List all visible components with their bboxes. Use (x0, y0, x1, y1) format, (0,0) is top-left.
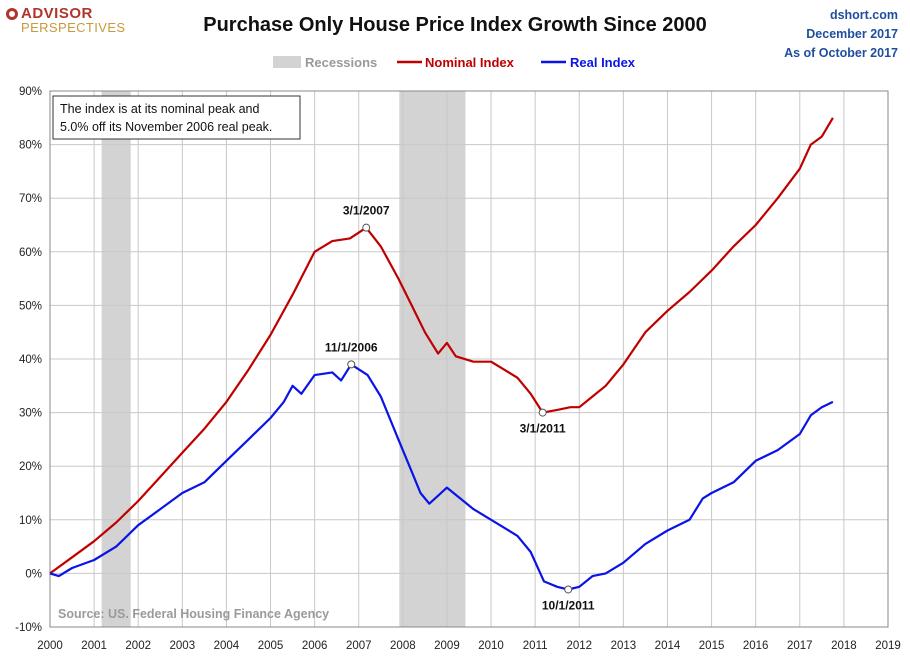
x-tick-label: 2000 (37, 640, 63, 652)
y-tick-label: 30% (19, 408, 42, 420)
corner-info: dshort.com December 2017 As of October 2… (784, 6, 898, 63)
x-tick-label: 2012 (566, 640, 592, 652)
annotation-label: 10/1/2011 (542, 598, 595, 612)
annotation-marker (564, 585, 573, 594)
annotation-label: 11/1/2006 (325, 340, 378, 354)
note-line: The index is at its nominal peak and (60, 102, 259, 116)
corner-site: dshort.com (829, 8, 898, 22)
x-tick-label: 2005 (258, 640, 284, 652)
x-tick-label: 2009 (434, 640, 460, 652)
x-tick-label: 2011 (523, 640, 548, 652)
annotation-marker (538, 408, 547, 417)
y-tick-label: 0% (25, 568, 42, 580)
annotation-marker (362, 223, 371, 232)
x-tick-label: 2019 (875, 640, 901, 652)
advisor-perspectives-logo: ADVISOR PERSPECTIVES (6, 6, 126, 34)
x-tick-label: 2002 (125, 640, 151, 652)
y-tick-label: 70% (19, 193, 42, 205)
y-tick-label: 80% (19, 140, 42, 152)
x-tick-label: 2008 (390, 640, 416, 652)
x-tick-label: 2003 (170, 640, 196, 652)
logo-circle-icon (6, 8, 18, 21)
note-line: 5.0% off its November 2006 real peak. (60, 120, 272, 134)
y-tick-label: -10% (15, 622, 42, 634)
chart-title: Purchase Only House Price Index Growth S… (203, 14, 707, 36)
annotation-label: 3/1/2011 (520, 422, 566, 436)
x-tick-label: 2010 (478, 640, 504, 652)
x-tick-label: 2014 (655, 640, 681, 652)
y-tick-label: 90% (19, 86, 42, 98)
x-tick-label: 2015 (699, 640, 725, 652)
corner-date: December 2017 (806, 27, 898, 41)
note-box (52, 95, 301, 140)
y-tick-label: 50% (19, 300, 42, 312)
annotation-marker (347, 360, 356, 369)
x-tick-label: 2001 (81, 640, 107, 652)
logo-line2: PERSPECTIVES (21, 20, 126, 35)
legend-recession-swatch (273, 56, 301, 68)
real-index-line (49, 363, 834, 591)
x-tick-label: 2016 (743, 640, 769, 652)
legend-real-label: Real Index (570, 55, 636, 70)
y-tick-label: 10% (19, 515, 42, 527)
x-tick-label: 2006 (302, 640, 328, 652)
annotation-label: 3/1/2007 (343, 204, 390, 218)
x-tick-label: 2017 (787, 640, 813, 652)
source-note: Source: US. Federal Housing Finance Agen… (58, 607, 329, 621)
legend-recession-label: Recessions (305, 55, 377, 70)
y-tick-label: 20% (19, 461, 42, 473)
logo-line1: ADVISOR (21, 5, 93, 22)
nominal-index-line (49, 117, 834, 575)
y-tick-label: 60% (19, 247, 42, 259)
corner-asof: As of October 2017 (784, 46, 898, 60)
plot-frame (49, 90, 889, 628)
x-tick-label: 2007 (346, 640, 372, 652)
x-tick-label: 2018 (831, 640, 857, 652)
x-tick-label: 2004 (214, 640, 240, 652)
legend-nominal-label: Nominal Index (425, 55, 515, 70)
y-tick-label: 40% (19, 354, 42, 366)
x-tick-label: 2013 (611, 640, 637, 652)
